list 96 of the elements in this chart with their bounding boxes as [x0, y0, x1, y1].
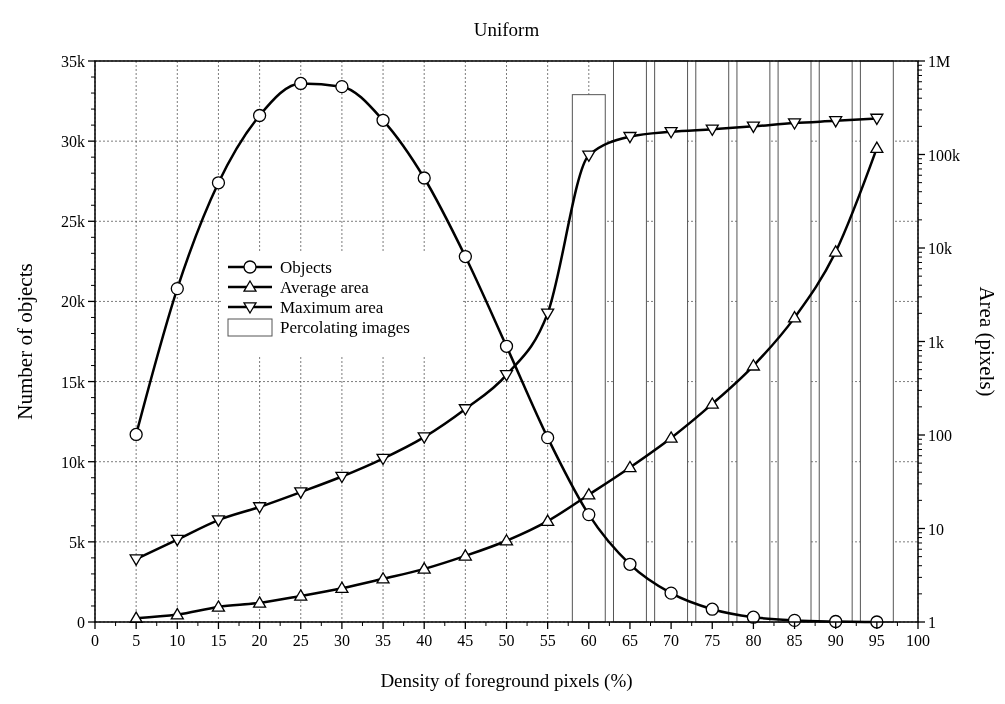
- x-axis-title: Density of foreground pixels (%): [380, 670, 633, 692]
- point: [870, 113, 884, 126]
- x-tick-label: 35: [375, 632, 392, 649]
- point: [335, 80, 349, 94]
- point: [417, 562, 431, 574]
- point: [499, 339, 514, 353]
- x-tick-label: 60: [580, 632, 597, 649]
- point: [294, 589, 308, 601]
- point: [458, 404, 472, 416]
- x-tick-label: 25: [292, 632, 309, 649]
- x-tick-label: 50: [498, 632, 515, 649]
- point: [499, 369, 514, 382]
- point: [499, 534, 514, 546]
- point: [294, 76, 308, 91]
- point: [623, 460, 637, 473]
- point: [170, 281, 184, 296]
- point: [829, 116, 843, 128]
- point: [335, 471, 349, 484]
- point: [252, 502, 267, 514]
- point: [294, 487, 308, 499]
- y2-tick-label: 1M: [928, 53, 951, 70]
- x-tick-label: 85: [786, 632, 803, 649]
- y2-tick-label: 100: [928, 427, 952, 444]
- y2-axis-title: Area (pixels): [975, 286, 999, 397]
- y-tick-label: 5k: [69, 533, 85, 551]
- point: [787, 310, 802, 323]
- point: [705, 602, 719, 616]
- y-tick-label: 10k: [61, 453, 85, 471]
- x-tick-label: 30: [333, 632, 350, 649]
- point: [746, 359, 761, 371]
- point: [746, 121, 761, 133]
- point: [129, 427, 143, 442]
- x-tick-label: 80: [745, 632, 762, 649]
- point: [582, 507, 596, 522]
- point: [458, 549, 472, 561]
- point: [705, 124, 719, 136]
- x-tick-label: 40: [416, 632, 433, 649]
- y2-tick-label: 10: [928, 520, 944, 538]
- y-tick-label: 30k: [61, 133, 85, 151]
- point: [170, 607, 184, 620]
- point: [870, 141, 884, 153]
- x-tick-label: 100: [906, 632, 930, 649]
- legend-label: Average area: [280, 278, 370, 297]
- legend-label: Objects: [280, 258, 332, 277]
- x-tick-label: 5: [132, 632, 141, 649]
- y-tick-label: 35k: [61, 53, 85, 70]
- x-tick-label: 75: [704, 632, 721, 649]
- y2-tick-label: 1: [928, 614, 936, 631]
- point: [211, 600, 226, 612]
- point: [376, 572, 390, 584]
- legend-label: Maximum area: [280, 298, 384, 317]
- chart-title: Uniform: [473, 19, 540, 40]
- point: [582, 150, 596, 162]
- y-tick-label: 20k: [61, 293, 85, 311]
- y-tick-label: 15k: [61, 373, 85, 391]
- point: [335, 581, 349, 594]
- x-tick-label: 10: [169, 632, 186, 649]
- point: [829, 245, 843, 257]
- x-tick-label: 20: [251, 632, 268, 649]
- x-tick-label: 55: [539, 632, 556, 649]
- point: [211, 515, 226, 527]
- y-tick-label: 25k: [61, 213, 85, 231]
- y2-tick-label: 1k: [928, 333, 944, 351]
- point: [170, 534, 184, 547]
- point: [705, 397, 719, 409]
- point: [417, 171, 431, 185]
- point: [541, 308, 555, 320]
- point: [787, 118, 802, 130]
- point: [129, 554, 143, 566]
- y-axis-title: Number of objects: [13, 263, 37, 420]
- point: [582, 488, 596, 500]
- x-tick-label: 65: [621, 632, 638, 649]
- y2-tick-label: 10k: [928, 240, 952, 257]
- point: [458, 249, 472, 264]
- point: [664, 126, 678, 139]
- x-tick-label: 45: [457, 632, 474, 649]
- point: [623, 557, 637, 571]
- x-tick-label: 0: [91, 632, 99, 649]
- legend-label: Percolating images: [280, 318, 410, 337]
- point: [252, 108, 267, 123]
- x-tick-label: 90: [827, 632, 844, 649]
- point: [376, 113, 390, 127]
- point: [417, 432, 431, 444]
- x-tick-label: 70: [663, 632, 680, 649]
- point: [664, 431, 678, 443]
- point: [541, 514, 555, 526]
- x-tick-label: 15: [210, 632, 227, 649]
- point: [211, 176, 226, 190]
- point: [664, 586, 678, 600]
- x-tick-label: 95: [868, 632, 885, 649]
- point: [252, 596, 267, 608]
- point: [541, 431, 555, 445]
- y-tick-label: 0: [77, 614, 85, 631]
- y2-tick-label: 100k: [928, 146, 960, 164]
- point: [623, 131, 637, 144]
- point: [376, 453, 390, 466]
